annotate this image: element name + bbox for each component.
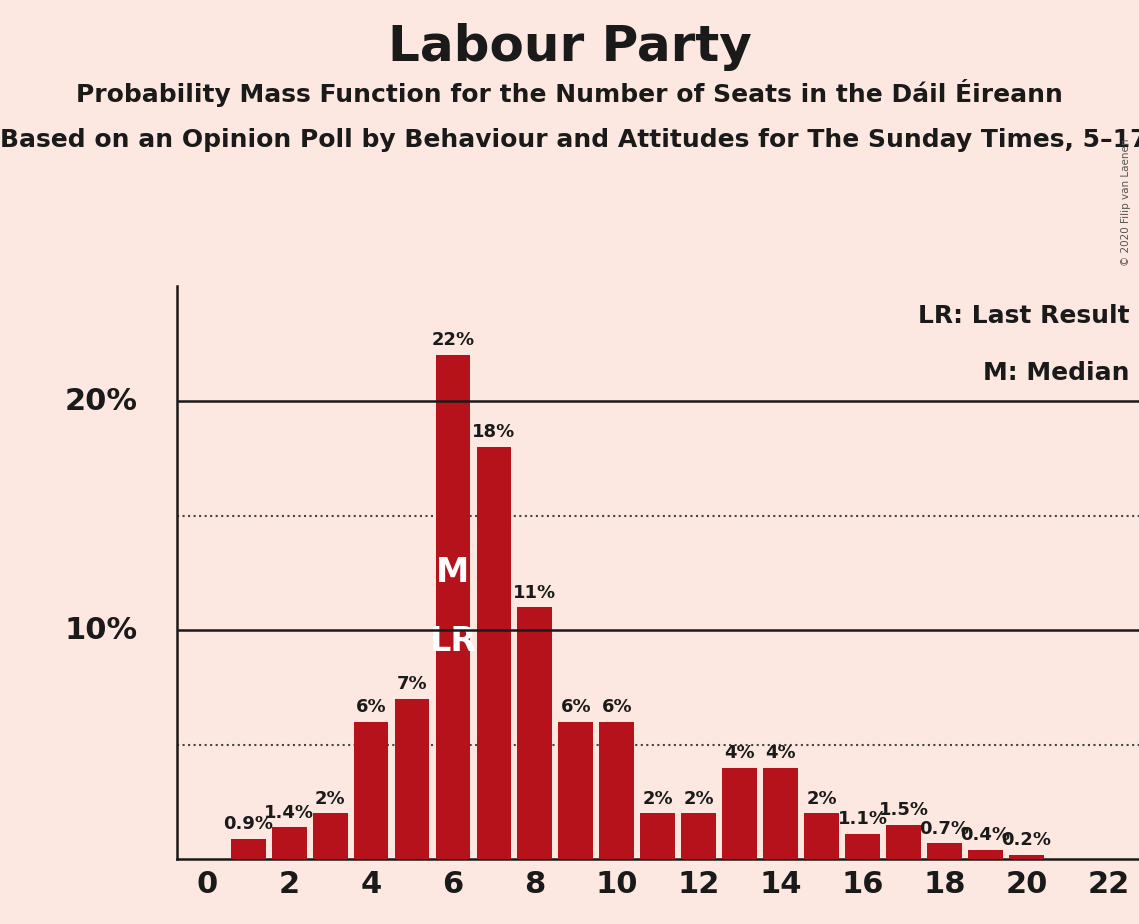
Bar <box>681 813 716 859</box>
Bar <box>640 813 675 859</box>
Bar <box>231 839 265 859</box>
Bar <box>394 699 429 859</box>
Text: 6%: 6% <box>601 699 632 716</box>
Bar <box>558 722 593 859</box>
Bar <box>886 825 921 859</box>
Text: M: Median: M: Median <box>983 361 1130 385</box>
Text: 1.4%: 1.4% <box>264 804 314 821</box>
Text: 11%: 11% <box>514 584 557 602</box>
Text: 2%: 2% <box>683 790 714 808</box>
Text: 7%: 7% <box>396 675 427 693</box>
Bar <box>599 722 634 859</box>
Text: 0.9%: 0.9% <box>223 815 273 833</box>
Text: 6%: 6% <box>560 699 591 716</box>
Text: LR: Last Result: LR: Last Result <box>918 304 1130 328</box>
Text: 0.7%: 0.7% <box>919 820 969 837</box>
Bar <box>804 813 839 859</box>
Bar <box>927 844 961 859</box>
Text: 1.1%: 1.1% <box>837 810 887 829</box>
Text: 0.4%: 0.4% <box>960 826 1010 845</box>
Bar <box>763 768 798 859</box>
Text: 4%: 4% <box>724 744 755 762</box>
Text: 2%: 2% <box>806 790 837 808</box>
Bar <box>272 827 306 859</box>
Text: 22%: 22% <box>432 332 475 349</box>
Text: Probability Mass Function for the Number of Seats in the Dáil Éireann: Probability Mass Function for the Number… <box>76 79 1063 106</box>
Bar <box>722 768 757 859</box>
Text: 20%: 20% <box>65 386 138 416</box>
Text: © 2020 Filip van Laenen: © 2020 Filip van Laenen <box>1121 139 1131 266</box>
Text: 10%: 10% <box>65 615 138 645</box>
Text: 1.5%: 1.5% <box>878 801 928 820</box>
Text: Labour Party: Labour Party <box>387 23 752 71</box>
Text: 2%: 2% <box>314 790 345 808</box>
Bar <box>435 355 470 859</box>
Text: 2%: 2% <box>642 790 673 808</box>
Text: LR: LR <box>429 626 476 658</box>
Text: 4%: 4% <box>765 744 796 762</box>
Text: 18%: 18% <box>473 423 516 441</box>
Text: 6%: 6% <box>355 699 386 716</box>
Text: Based on an Opinion Poll by Behaviour and Attitudes for The Sunday Times, 5–17 D: Based on an Opinion Poll by Behaviour an… <box>0 128 1139 152</box>
Text: 0.2%: 0.2% <box>1001 831 1051 849</box>
Bar <box>845 834 880 859</box>
Bar <box>313 813 347 859</box>
Text: M: M <box>436 556 469 590</box>
Bar <box>354 722 388 859</box>
Bar <box>476 447 511 859</box>
Bar <box>1009 855 1043 859</box>
Bar <box>517 607 552 859</box>
Bar <box>968 850 1002 859</box>
